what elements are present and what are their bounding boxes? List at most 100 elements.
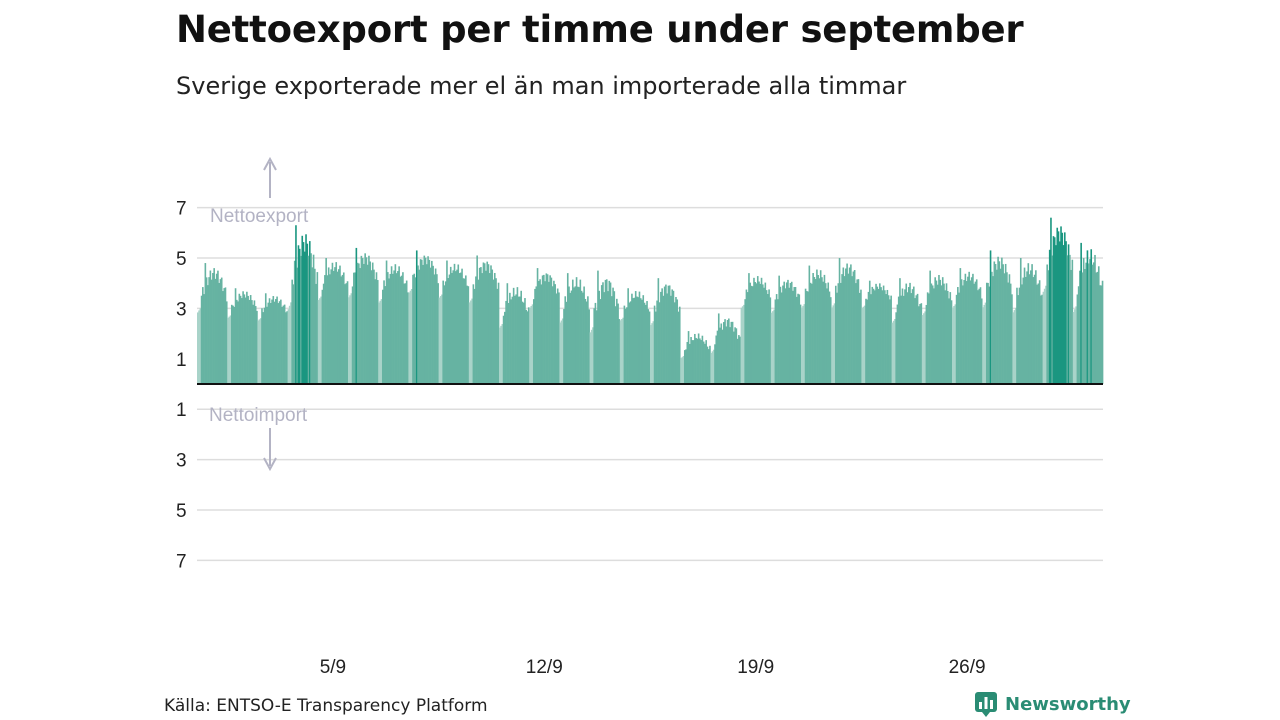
hour-bar (993, 261, 996, 384)
hour-bar (451, 272, 453, 384)
hour-bar (551, 286, 554, 384)
hour-bar (337, 269, 340, 384)
hour-bar (738, 335, 740, 384)
hour-bar (473, 288, 476, 384)
hour-bar (203, 294, 205, 384)
hour-bar (662, 295, 665, 384)
hour-bar (694, 333, 696, 384)
hour-bar (1055, 245, 1057, 384)
hour-bar (1030, 270, 1032, 384)
hour-bar (933, 288, 935, 384)
hour-bar (410, 289, 413, 384)
hour-bar (873, 290, 876, 384)
hour-bar (1052, 236, 1055, 384)
hour-bar (258, 319, 261, 384)
hour-bar (210, 279, 213, 384)
hour-bar (678, 306, 681, 384)
hour-bar (788, 287, 791, 384)
hour-bar (368, 255, 370, 384)
brand-logo[interactable]: Newsworthy (974, 690, 1131, 718)
hour-bar (855, 283, 857, 384)
hour-bar (420, 259, 423, 384)
hour-bar (1013, 310, 1016, 384)
hour-bar (197, 312, 199, 384)
hour-bar (204, 263, 207, 384)
hour-bar (853, 270, 856, 384)
hour-bar (217, 270, 219, 384)
hour-bar (466, 285, 468, 384)
hour-bar (1085, 262, 1087, 384)
hour-bar (447, 278, 450, 384)
hour-bar (502, 315, 505, 384)
hour-bar (865, 298, 867, 384)
hour-bar (1065, 241, 1067, 384)
hour-bar (504, 311, 506, 384)
hour-bar (916, 293, 919, 384)
hour-bar (564, 296, 567, 384)
hour-bar (818, 278, 821, 384)
hour-bar (851, 276, 853, 384)
hour-bar (560, 320, 563, 384)
hour-bar (1014, 307, 1017, 384)
hour-bar (1011, 294, 1013, 384)
hour-bar (768, 289, 770, 384)
hour-bar (1069, 254, 1071, 384)
hour-bar (617, 303, 619, 384)
hour-bar (257, 320, 260, 384)
hour-bar (251, 300, 253, 384)
hour-bar (871, 286, 874, 384)
hour-bar (1091, 264, 1094, 384)
hour-bar (383, 280, 385, 384)
hour-bar (317, 299, 320, 384)
hour-bar (550, 277, 553, 384)
hour-bar (608, 280, 611, 384)
hour-bar (481, 273, 483, 384)
hour-bar (229, 315, 232, 384)
hour-bar (784, 288, 787, 384)
hour-bar (881, 290, 884, 384)
hour-bar (598, 290, 601, 384)
hour-bar (667, 285, 670, 384)
hour-bar (779, 286, 782, 384)
hour-bar (816, 269, 818, 384)
hour-bar (733, 331, 735, 384)
hour-bar (918, 306, 920, 384)
hour-bar (868, 280, 871, 384)
hour-bar (290, 302, 292, 384)
hour-bar (571, 279, 574, 384)
hour-bar (897, 296, 900, 384)
hour-bar (530, 305, 533, 384)
hour-bar (351, 286, 354, 384)
hour-bar (824, 283, 827, 384)
hour-bar (739, 336, 741, 384)
hour-bar (570, 290, 573, 384)
hour-bar (249, 295, 252, 384)
hour-bar (278, 301, 281, 384)
hour-bar (840, 282, 842, 384)
hour-bar (1061, 232, 1064, 384)
hour-bar (490, 265, 492, 384)
hour-bar (369, 261, 371, 384)
hour-bar (1035, 270, 1037, 384)
hour-bar (207, 285, 209, 384)
hour-bar (1092, 262, 1095, 384)
hour-bar (457, 264, 460, 384)
hour-bar (390, 266, 393, 384)
hour-bar (233, 306, 236, 384)
hour-bar (755, 283, 758, 384)
hour-bar (877, 288, 880, 384)
hour-bar (553, 280, 555, 384)
hour-bar (356, 262, 359, 384)
hour-bar (1028, 274, 1031, 384)
hour-bar (701, 335, 704, 384)
hour-bar (288, 305, 291, 384)
hour-bar (646, 301, 648, 384)
hour-bar (690, 337, 692, 384)
hour-bar (517, 296, 520, 384)
hour-bar (860, 289, 862, 384)
hour-bar (876, 286, 879, 384)
hour-bar (769, 297, 772, 384)
hour-bar (663, 286, 666, 384)
import-label: Nettoimport (209, 405, 308, 426)
hour-bar (887, 295, 890, 384)
